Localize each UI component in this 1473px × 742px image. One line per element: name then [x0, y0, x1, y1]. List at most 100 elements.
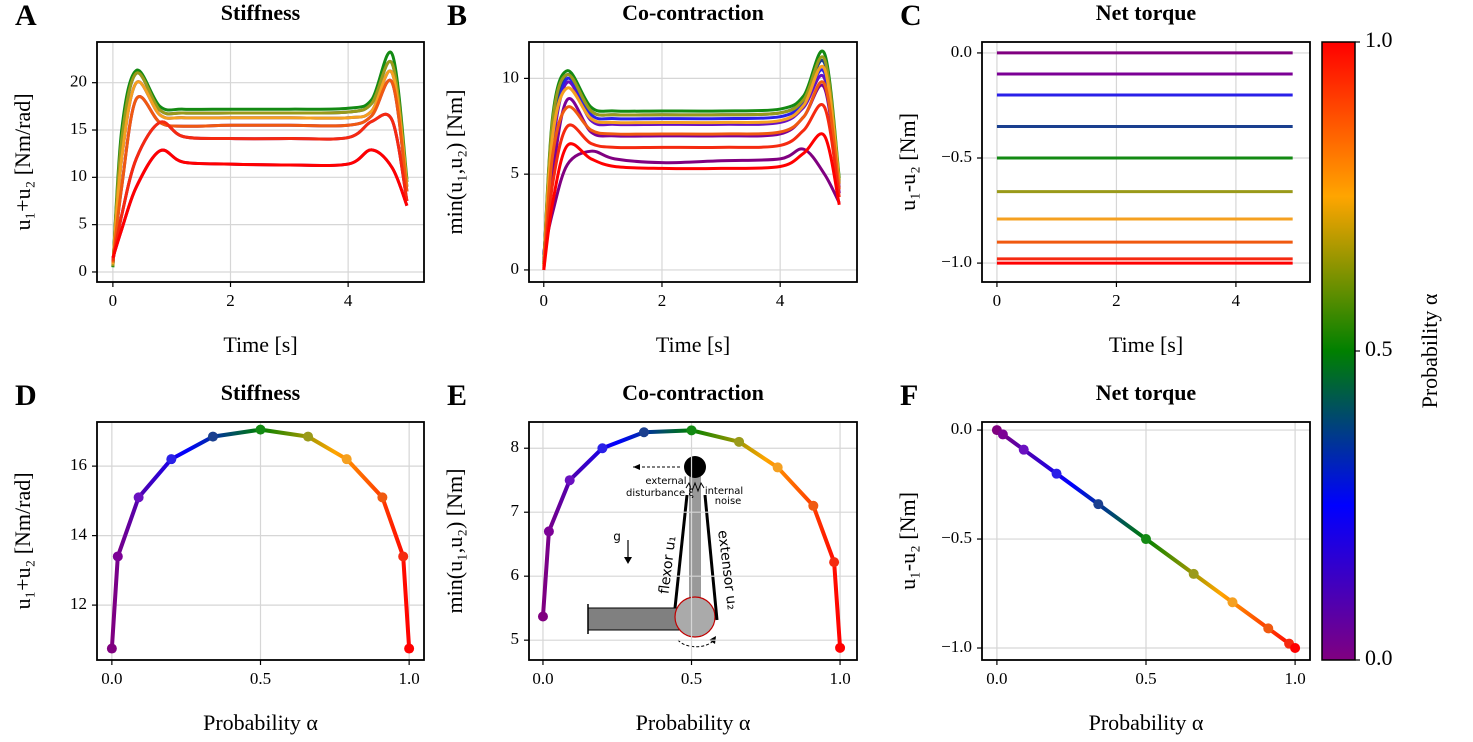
series-line — [542, 132, 841, 271]
data-point — [398, 551, 409, 562]
chart-title: Stiffness — [221, 380, 301, 405]
axes-frame — [96, 41, 425, 283]
series-line — [111, 50, 409, 268]
x-axis-label: Time [s] — [1109, 332, 1183, 357]
y-tick-label: 0.0 — [951, 42, 972, 61]
annotation: external — [645, 476, 686, 487]
data-point — [1141, 534, 1151, 545]
axes-frame — [528, 41, 858, 283]
x-tick-label: 0.0 — [986, 669, 1007, 688]
chart-title: Co-contraction — [622, 380, 764, 405]
y-tick-label: 10 — [502, 67, 519, 86]
x-tick-label: 0 — [993, 291, 1002, 310]
data-point — [686, 425, 697, 436]
data-point — [303, 431, 314, 442]
y-tick-label: 7 — [511, 501, 520, 520]
y-axis-label: u₁-u₂ [Nm] — [895, 492, 920, 590]
y-tick-label: −1.0 — [941, 637, 972, 656]
y-tick-label: 20 — [70, 72, 87, 91]
panel-label: E — [447, 379, 467, 412]
y-tick-label: 14 — [70, 525, 88, 544]
x-axis-label: Time [s] — [656, 332, 730, 357]
x-axis-label: Probability α — [636, 710, 751, 735]
y-axis-label: u₁+u₂ [Nm/rad] — [10, 472, 35, 609]
series-line — [111, 148, 409, 259]
axes-frame — [528, 421, 858, 661]
data-point — [1290, 643, 1301, 654]
data-point — [255, 424, 266, 435]
data-point — [1093, 499, 1104, 510]
y-axis-label: min(u₁,u₂) [Nm] — [442, 90, 467, 235]
panel-label: B — [447, 0, 467, 32]
y-tick-label: 0 — [79, 261, 88, 280]
y-axis-label: u₁-u₂ [Nm] — [895, 113, 920, 211]
data-point — [1227, 597, 1238, 608]
x-tick-label: 2 — [226, 291, 235, 310]
series-line — [111, 59, 409, 267]
series-line — [111, 69, 409, 265]
y-tick-label: 16 — [70, 455, 87, 474]
annotation: extensor u₂ — [714, 529, 740, 611]
data-point — [377, 492, 388, 503]
data-point — [537, 611, 548, 622]
y-tick-label: −0.5 — [941, 528, 972, 547]
y-tick-label: 6 — [511, 565, 520, 584]
data-point — [1188, 568, 1199, 579]
x-tick-label: 2 — [658, 291, 667, 310]
x-tick-label: 2 — [1112, 291, 1121, 310]
x-tick-label: 4 — [344, 291, 353, 310]
data-point — [835, 642, 846, 653]
series-line — [111, 78, 409, 263]
x-tick-label: 1.0 — [399, 669, 420, 688]
series-line — [542, 80, 841, 269]
data-point — [564, 475, 575, 486]
chart-title: Co-contraction — [622, 0, 764, 25]
panel-label: D — [15, 379, 37, 412]
data-point — [734, 436, 745, 447]
chart-title: Stiffness — [221, 0, 301, 25]
y-tick-label: −0.5 — [941, 147, 972, 166]
x-tick-label: 0 — [540, 291, 549, 310]
colorbar-tick-label: 1.0 — [1365, 27, 1393, 52]
x-axis-label: Time [s] — [223, 332, 297, 357]
data-point — [543, 526, 554, 537]
data-point — [808, 500, 819, 511]
data-point — [207, 431, 218, 442]
y-tick-label: 5 — [511, 629, 520, 648]
data-point — [638, 427, 649, 438]
data-point — [1018, 444, 1029, 455]
panel-label: A — [15, 0, 37, 32]
x-tick-label: 0.5 — [681, 669, 702, 688]
data-point — [133, 492, 144, 503]
series-line — [111, 112, 409, 261]
data-point — [597, 443, 608, 454]
annotation: internal — [705, 486, 743, 497]
axes-frame — [96, 421, 425, 661]
x-axis-label: Probability α — [1089, 710, 1204, 735]
y-tick-label: 0 — [511, 259, 520, 278]
data-point — [341, 454, 352, 465]
series-line — [542, 68, 841, 261]
x-tick-label: 0.0 — [101, 669, 122, 688]
data-point — [112, 551, 123, 562]
annotation: noise — [715, 496, 742, 507]
x-tick-label: 4 — [776, 291, 785, 310]
y-tick-label: 8 — [511, 437, 520, 456]
series-line — [111, 112, 409, 261]
axes-frame — [981, 41, 1311, 283]
data-point — [166, 454, 177, 465]
series-line — [542, 147, 841, 254]
x-tick-label: 1.0 — [1284, 669, 1305, 688]
y-axis-label: u₁+u₂ [Nm/rad] — [10, 93, 35, 230]
colorbar-tick-label: 0.5 — [1365, 336, 1393, 361]
y-tick-label: 12 — [70, 594, 87, 613]
chart-title: Net torque — [1096, 0, 1197, 25]
annotation: g — [613, 530, 621, 544]
x-tick-label: 1.0 — [829, 669, 850, 688]
y-tick-label: 0.0 — [951, 419, 972, 438]
colorbar-label: Probability α — [1417, 293, 1442, 408]
chart-title: Net torque — [1096, 380, 1197, 405]
annotation: disturbance ξ — [626, 488, 694, 499]
x-tick-label: 0.0 — [532, 669, 553, 688]
x-axis-label: Probability α — [203, 710, 318, 735]
